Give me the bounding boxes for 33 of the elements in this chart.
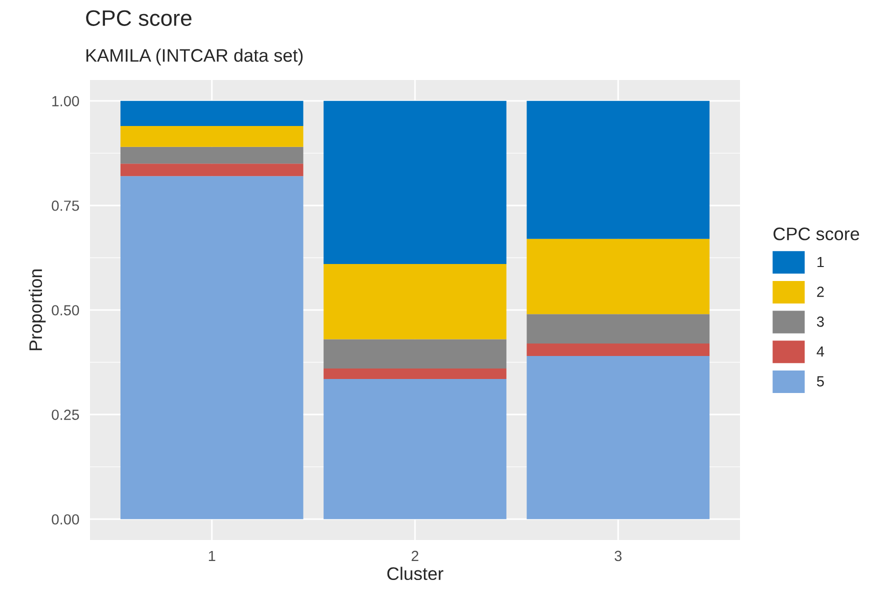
- bar: [324, 368, 506, 379]
- legend-label: 3: [816, 316, 824, 327]
- bar: [324, 264, 506, 340]
- bar: [324, 339, 506, 369]
- legend-label: 5: [816, 376, 824, 386]
- y-tick-label: 0.75: [52, 200, 79, 211]
- bar: [120, 100, 304, 126]
- x-tick-label: 3: [614, 550, 622, 562]
- x-tick-label: 2: [412, 550, 418, 561]
- x-tick-label: 1: [208, 550, 216, 561]
- bar: [120, 164, 304, 176]
- legend-label: 1: [817, 257, 824, 268]
- y-tick-label: 1.00: [52, 96, 80, 106]
- bar: [324, 100, 506, 264]
- bar: [526, 343, 710, 356]
- y-tick-label: 0.00: [52, 514, 80, 525]
- legend-label: 4: [816, 346, 824, 357]
- legend-title: CPC score: [774, 228, 860, 240]
- bar: [526, 100, 710, 239]
- chart-subtitle: KAMILA (INTCAR data set): [86, 48, 303, 66]
- y-axis-title: Proportion: [28, 270, 46, 350]
- bar: [526, 356, 710, 520]
- y-tick-label: 0.50: [52, 305, 80, 316]
- y-tick-label: 0.25: [52, 410, 79, 420]
- chart-title: CPC score: [86, 10, 192, 26]
- bar: [120, 146, 304, 164]
- bar: [120, 126, 304, 147]
- bar: [526, 238, 710, 314]
- legend-label: 2: [817, 286, 824, 297]
- x-axis-title: Cluster: [387, 566, 444, 580]
- bar: [324, 379, 506, 520]
- bar: [526, 314, 710, 344]
- bar: [120, 176, 304, 520]
